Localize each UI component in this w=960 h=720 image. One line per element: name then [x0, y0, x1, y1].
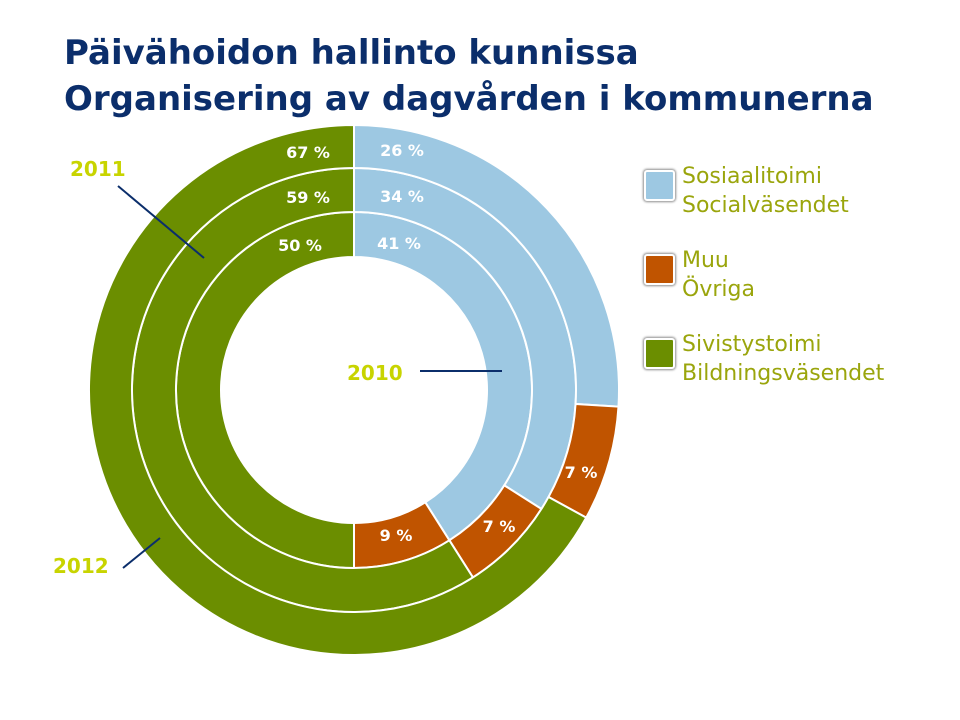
- legend-swatch-muu: [644, 254, 675, 285]
- slide-title: Päivähoidon hallinto kunnissa Organiseri…: [64, 30, 944, 122]
- data-label-2012-muu: 7 %: [565, 463, 598, 482]
- legend: Sosiaalitoimi Socialväsendet Muu Övriga …: [640, 162, 940, 414]
- legend-label-fi: Muu: [682, 248, 729, 273]
- legend-label-sv: Bildningsväsendet: [682, 361, 885, 386]
- slice-2012-sivistystoimi: [88, 123, 588, 656]
- data-label-2011-sosiaalitoimi: 34 %: [380, 187, 424, 206]
- series-label-2011: 2011: [70, 157, 126, 181]
- legend-label-sv: Socialväsendet: [682, 193, 849, 218]
- data-label-2010-sosiaalitoimi: 41 %: [377, 234, 421, 253]
- data-label-2012-sivistystoimi: 67 %: [286, 143, 330, 162]
- title-swedish: Organisering av dagvården i kommunerna: [64, 79, 874, 119]
- data-label-2010-muu: 9 %: [380, 526, 413, 545]
- series-label-2010: 2010: [347, 361, 403, 385]
- legend-label-sivistystoimi: Sivistystoimi Bildningsväsendet: [682, 330, 884, 388]
- title-finnish: Päivähoidon hallinto kunnissa: [64, 33, 639, 73]
- legend-swatch-sosiaalitoimi: [644, 170, 675, 201]
- data-label-2010-sivistystoimi: 50 %: [278, 236, 322, 255]
- data-label-2011-muu: 7 %: [483, 517, 516, 536]
- leader-line-2012: [122, 537, 161, 569]
- data-label-2012-sosiaalitoimi: 26 %: [380, 141, 424, 160]
- legend-swatch-sivistystoimi: [644, 338, 675, 369]
- legend-item-sosiaalitoimi: Sosiaalitoimi Socialväsendet: [640, 162, 940, 224]
- data-label-2011-sivistystoimi: 59 %: [286, 188, 330, 207]
- legend-label-fi: Sivistystoimi: [682, 332, 822, 357]
- legend-item-muu: Muu Övriga: [640, 246, 940, 308]
- leader-line-2011: [117, 185, 205, 259]
- legend-label-muu: Muu Övriga: [682, 246, 755, 304]
- legend-label-sv: Övriga: [682, 277, 755, 302]
- legend-label-sosiaalitoimi: Sosiaalitoimi Socialväsendet: [682, 162, 849, 220]
- legend-label-fi: Sosiaalitoimi: [682, 164, 822, 189]
- legend-item-sivistystoimi: Sivistystoimi Bildningsväsendet: [640, 330, 940, 392]
- series-label-2012: 2012: [53, 554, 109, 578]
